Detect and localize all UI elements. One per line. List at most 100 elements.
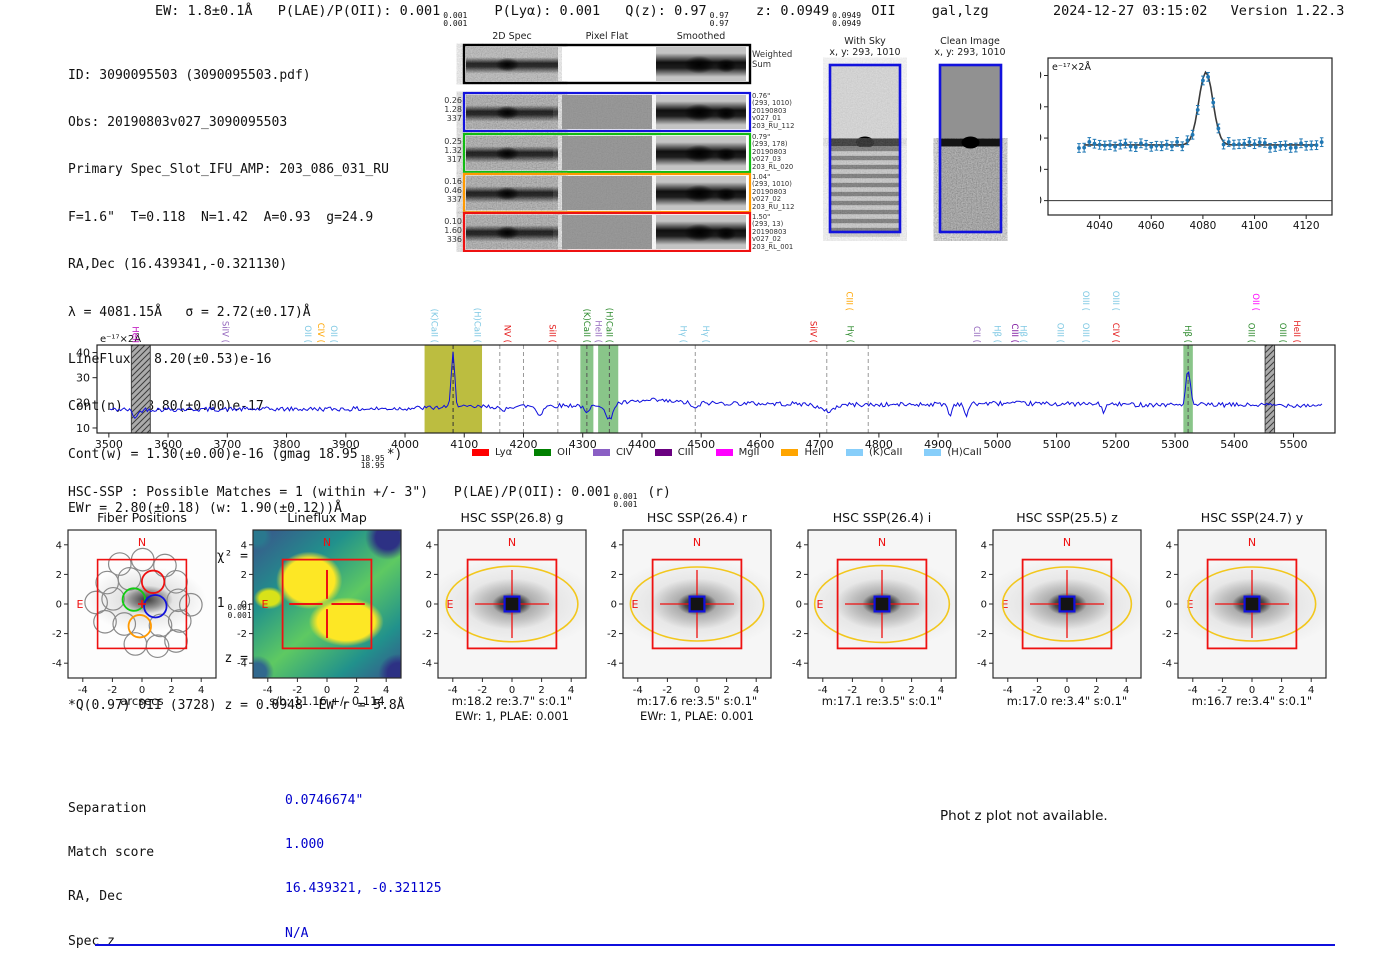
line-label-oiii: OIII (	[1080, 323, 1090, 343]
svg-text:-4: -4	[607, 659, 617, 670]
info-obs: Obs: 20190803v027_3090095503	[68, 114, 288, 130]
info-slot: Primary Spec_Slot_IFU_AMP: 203_086_031_R…	[68, 162, 389, 178]
plya-value: P(Lyα): 0.001	[494, 3, 601, 19]
svg-text:4000: 4000	[391, 438, 419, 451]
row2-fiber-info: 0.79" (293, 178) 20190803 v027_03 203_RL_020	[752, 133, 794, 171]
compass-east: E	[447, 598, 454, 611]
fiber-xlabel: arcsecs	[120, 694, 164, 708]
summary-header: EW: 1.8±0.1Å P(LAE)/P(OII): 0.001 0.001 0.…	[155, 3, 989, 27]
legend-label: MgII	[738, 447, 760, 458]
legend-swatch	[715, 449, 733, 456]
svg-text:-4: -4	[1188, 685, 1198, 696]
line-label-nv: NV (	[501, 325, 511, 343]
compass-north: N	[323, 536, 331, 549]
svg-text:2: 2	[908, 685, 914, 696]
weighted-sum-label: Weighted Sum	[752, 50, 793, 70]
svg-text:4: 4	[383, 685, 389, 696]
svg-text:2: 2	[353, 685, 359, 696]
line-label-h: Hβ (	[1182, 325, 1192, 343]
svg-text:4120: 4120	[1293, 220, 1320, 230]
line-label-heii: HeII (	[1291, 320, 1301, 343]
svg-text:4060: 4060	[1138, 220, 1165, 230]
svg-text:10: 10	[1040, 164, 1042, 176]
line-label-oii: OII (	[1250, 293, 1260, 311]
line-label-h: Hγ (	[700, 326, 710, 343]
line-label-h: Hγ (	[844, 326, 854, 343]
legend-item-mgii: MgII	[715, 447, 760, 458]
classification-labels: gal,lzg	[931, 3, 989, 19]
svg-text:0: 0	[1249, 685, 1255, 696]
z-frac: 0.0949 0.0949	[832, 11, 862, 28]
svg-text:4500: 4500	[687, 438, 715, 451]
line-label-civ: CIV (	[315, 323, 325, 343]
svg-text:-4: -4	[52, 659, 62, 670]
compass-north: N	[878, 536, 886, 549]
version-label: Version 1.22.3	[1230, 3, 1345, 19]
svg-text:-2: -2	[477, 685, 487, 696]
svg-text:4600: 4600	[746, 438, 774, 451]
cutout-axes-i: -4 -4 -2 -2 0 0 2 2 4 4 N E	[792, 529, 957, 696]
cutout-axes-g: -4 -4 -2 -2 0 0 2 2 4 4 N E	[422, 529, 587, 696]
svg-text:10: 10	[76, 422, 90, 435]
fiber-positions-panel: Fiber Positions -4 -4 -2 -2 0 0 2 2 4 4 N E arcsecs	[42, 510, 228, 725]
svg-text:5000: 5000	[983, 438, 1011, 451]
svg-text:4700: 4700	[806, 438, 834, 451]
svg-text:-2: -2	[52, 629, 62, 640]
svg-text:0: 0	[611, 600, 617, 611]
line-label-h: Hγ (	[677, 326, 687, 343]
row1-fiber-info: 0.76" (293, 1010) 20190803 v027_01 203_RU_11…	[752, 92, 795, 130]
svg-text:4300: 4300	[569, 438, 597, 451]
svg-text:5400: 5400	[1220, 438, 1248, 451]
photz-note: Phot z plot not available.	[940, 808, 1108, 824]
svg-text:-4: -4	[792, 659, 802, 670]
line-label-cii: CII (	[971, 326, 981, 343]
timestamp-version: 2024-12-27 03:15:02 Version 1.22.3	[1053, 3, 1344, 19]
row2-weights: 0.25 1.32 317	[444, 137, 462, 164]
row4-fiber-info: 1.50" (293, 13) 20190803 v027_02 203_RL_001	[752, 213, 794, 251]
cutout-axes-y: -4 -4 -2 -2 0 0 2 2 4 4 N E	[1162, 529, 1327, 696]
svg-text:2: 2	[426, 570, 432, 581]
svg-text:-2: -2	[422, 629, 432, 640]
compass-north: N	[508, 536, 516, 549]
svg-text:e⁻¹⁷×2Å: e⁻¹⁷×2Å	[100, 332, 141, 345]
svg-text:4: 4	[796, 540, 802, 551]
svg-text:4: 4	[611, 540, 617, 551]
line-label-kcaii: (K)CaII (	[581, 309, 591, 343]
svg-text:5200: 5200	[1102, 438, 1130, 451]
svg-text:-4: -4	[1162, 659, 1172, 670]
svg-text:-2: -2	[1217, 685, 1227, 696]
lineflux-caption: s/b: 11.16 +/- 0.114	[269, 694, 385, 708]
svg-text:4: 4	[241, 540, 247, 551]
compass-east: E	[632, 598, 639, 611]
legend-label: CIII	[677, 447, 694, 458]
compass-east: E	[817, 598, 824, 611]
hsc-match-summary: HSC-SSP : Possible Matches = 1 (within +…	[68, 485, 671, 509]
line-label-h: Hβ (	[991, 325, 1001, 343]
legend-swatch	[846, 449, 864, 456]
timestamp: 2024-12-27 03:15:02	[1053, 3, 1208, 19]
svg-text:0: 0	[509, 685, 515, 696]
legend-label: Lyα	[495, 447, 513, 458]
lineflux-map-title: Lineflux Map	[287, 510, 367, 525]
ew-value: EW: 1.8±0.1Å	[155, 3, 253, 19]
cutout-caption-i: m:17.1 re:3.5" s:0.1"	[821, 694, 943, 708]
svg-text:0: 0	[1040, 195, 1042, 207]
cutout-axes-r: -4 -4 -2 -2 0 0 2 2 4 4 N E	[607, 529, 772, 696]
svg-text:4: 4	[1308, 685, 1314, 696]
compass-east: E	[77, 598, 84, 611]
line-label-oii: OII (	[328, 325, 338, 343]
legend-item-hcaii: (H)CaII	[924, 447, 982, 458]
svg-text:4: 4	[568, 685, 574, 696]
svg-text:0: 0	[879, 685, 885, 696]
legend-item-oii: OII	[534, 447, 571, 458]
cutout-panel-z: HSC SSP(25.5) z -4 -4 -2 -2 0 0 2 2 4 4 N E m:17.0 …	[967, 510, 1153, 725]
svg-text:2: 2	[56, 570, 62, 581]
svg-text:3700: 3700	[213, 438, 241, 451]
line-label-ciii: CIII (	[1009, 324, 1019, 343]
svg-text:20: 20	[76, 397, 90, 410]
cutout-title-y: HSC SSP(24.7) y	[1200, 510, 1304, 525]
svg-text:4: 4	[198, 685, 204, 696]
full-spectrum-plot: 3500 3600 3700 3800 3900 4000 4100 4200 4300 4400…	[76, 291, 1336, 451]
cutout-title-g: HSC SSP(26.8) g	[460, 510, 564, 525]
svg-text:-2: -2	[792, 629, 802, 640]
